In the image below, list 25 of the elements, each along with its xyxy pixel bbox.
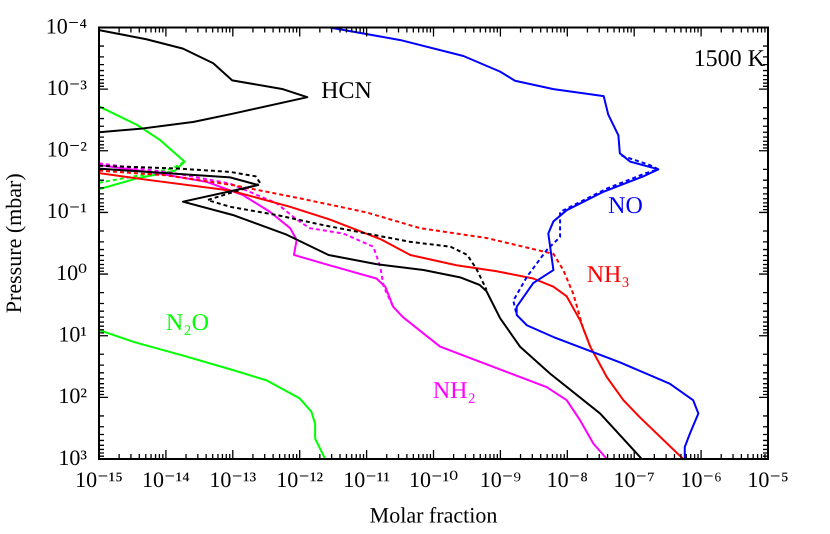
y-tick-label: 10⁻¹ [46, 198, 87, 224]
x-tick-label: 10⁻¹¹ [343, 466, 390, 492]
series-label: NH₂ [432, 378, 476, 404]
x-tick-label: 10⁻⁷ [614, 466, 655, 492]
series-label: HCN [321, 78, 372, 104]
y-tick-label: 10⁰ [56, 260, 88, 285]
x-tick-label: 10⁻¹² [276, 466, 324, 492]
series-label: N₂O [166, 310, 209, 336]
series-label: NH₃ [586, 262, 630, 288]
x-tick-label: 10⁻⁶ [680, 466, 722, 492]
y-tick-label: 10² [58, 383, 88, 408]
x-tick-label: 10⁻⁸ [546, 466, 588, 492]
series-label: NO [608, 193, 643, 220]
x-tick-label: 10⁻⁹ [480, 466, 522, 492]
annotation: 1500 K [694, 46, 766, 72]
y-tick-label: 10¹ [58, 321, 87, 346]
x-tick-label: 10⁻¹⁴ [142, 466, 190, 492]
x-tick-label: 10⁻¹³ [209, 466, 257, 492]
x-tick-label: 10⁻⁵ [747, 466, 789, 492]
y-tick-label: 10⁻⁴ [46, 13, 88, 38]
y-axis-title: Pressure (mbar) [0, 173, 26, 314]
y-tick-label: 10⁻² [46, 136, 88, 162]
y-tick-label: 10⁻³ [46, 74, 88, 100]
x-tick-label: 10⁻¹⁰ [408, 466, 458, 492]
x-axis-title: Molar fraction [370, 502, 498, 528]
